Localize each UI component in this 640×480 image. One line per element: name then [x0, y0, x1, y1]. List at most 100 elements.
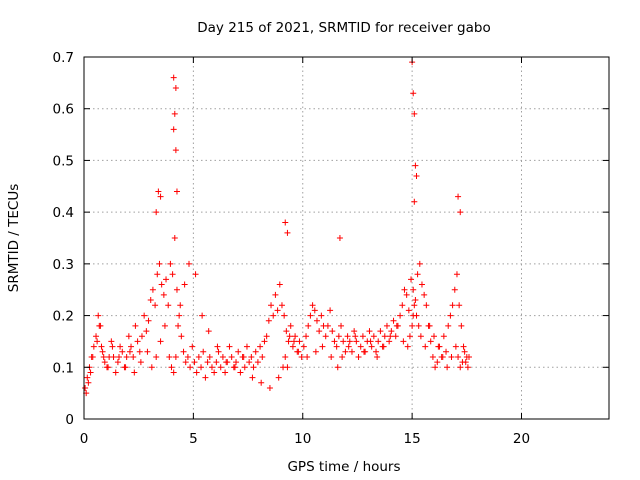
data-point: [393, 322, 400, 329]
data-point: [377, 328, 384, 335]
data-point: [126, 348, 133, 355]
data-point: [410, 286, 417, 293]
data-point: [189, 343, 196, 350]
data-point: [223, 359, 230, 366]
data-point: [215, 348, 222, 355]
data-point: [241, 364, 248, 371]
data-point: [388, 328, 395, 335]
data-point: [114, 359, 121, 366]
data-point: [90, 343, 97, 350]
data-point: [186, 260, 192, 267]
data-point: [464, 364, 471, 371]
data-point: [167, 260, 174, 267]
data-point: [125, 333, 132, 340]
data-point: [165, 302, 172, 309]
data-point: [348, 348, 355, 355]
y-tick-label: 0.3: [53, 257, 74, 273]
data-point: [351, 328, 358, 335]
data-point: [157, 193, 164, 200]
data-point: [89, 353, 96, 360]
data-point: [413, 312, 420, 319]
data-point: [152, 302, 159, 309]
data-point: [172, 85, 179, 92]
data-point: [101, 359, 108, 366]
data-point: [250, 364, 257, 371]
data-point: [131, 369, 138, 376]
data-point: [449, 302, 456, 309]
data-point: [182, 359, 189, 366]
data-point: [410, 90, 417, 97]
y-tick-label: 0: [65, 412, 74, 428]
data-point: [96, 322, 103, 329]
data-point: [374, 353, 381, 360]
data-point: [243, 343, 250, 350]
data-point: [130, 353, 137, 360]
grid: [84, 57, 609, 419]
data-point: [334, 364, 341, 371]
data-point: [455, 193, 462, 200]
data-point: [303, 333, 310, 340]
data-point: [328, 353, 335, 360]
data-point: [281, 312, 288, 319]
data-point: [266, 384, 273, 391]
data-point: [272, 291, 279, 298]
data-point: [134, 338, 141, 345]
data-point: [173, 188, 180, 195]
data-point: [138, 333, 145, 340]
data-point: [94, 338, 101, 345]
data-point: [109, 343, 116, 350]
data-point: [383, 322, 390, 329]
data-point: [386, 338, 393, 345]
data-point: [177, 302, 184, 309]
data-point: [128, 343, 135, 350]
data-point: [415, 322, 422, 329]
data-point: [149, 286, 156, 293]
data-point: [451, 286, 458, 293]
data-point: [274, 307, 281, 314]
data-point: [455, 353, 462, 360]
data-point: [168, 364, 175, 371]
data-point: [187, 364, 194, 371]
data-point: [265, 317, 272, 324]
data-point: [132, 322, 139, 329]
data-point: [82, 384, 89, 391]
data-point: [137, 359, 144, 366]
data-point: [370, 333, 377, 340]
data-point: [458, 322, 465, 329]
data-point: [411, 110, 418, 117]
data-point: [254, 359, 261, 366]
data-point: [145, 317, 152, 324]
data-point: [184, 353, 191, 360]
data-point: [270, 312, 277, 319]
data-point: [286, 333, 293, 340]
data-point: [284, 364, 291, 371]
data-point: [432, 364, 439, 371]
data-point: [327, 307, 334, 314]
data-point: [339, 353, 346, 360]
data-point: [200, 348, 207, 355]
data-point: [155, 188, 162, 195]
y-axis-label: SRMTID / TECUs: [6, 184, 22, 292]
data-point: [105, 364, 112, 371]
data-point: [84, 374, 91, 381]
data-point: [397, 312, 404, 319]
data-point: [141, 312, 148, 319]
data-point: [282, 219, 289, 226]
data-point: [439, 353, 446, 360]
data-point: [170, 369, 177, 376]
data-point: [198, 364, 205, 371]
data-point: [459, 359, 466, 366]
data-point: [276, 281, 283, 288]
data-point: [222, 369, 229, 376]
data-point: [307, 312, 314, 319]
data-point: [444, 364, 451, 371]
data-point: [148, 364, 155, 371]
data-point: [261, 338, 268, 345]
data-point: [414, 271, 421, 278]
data-point: [440, 333, 447, 340]
data-point: [359, 333, 366, 340]
data-point: [453, 271, 460, 278]
data-point: [226, 343, 233, 350]
data-point: [429, 353, 436, 360]
data-point: [456, 302, 463, 309]
